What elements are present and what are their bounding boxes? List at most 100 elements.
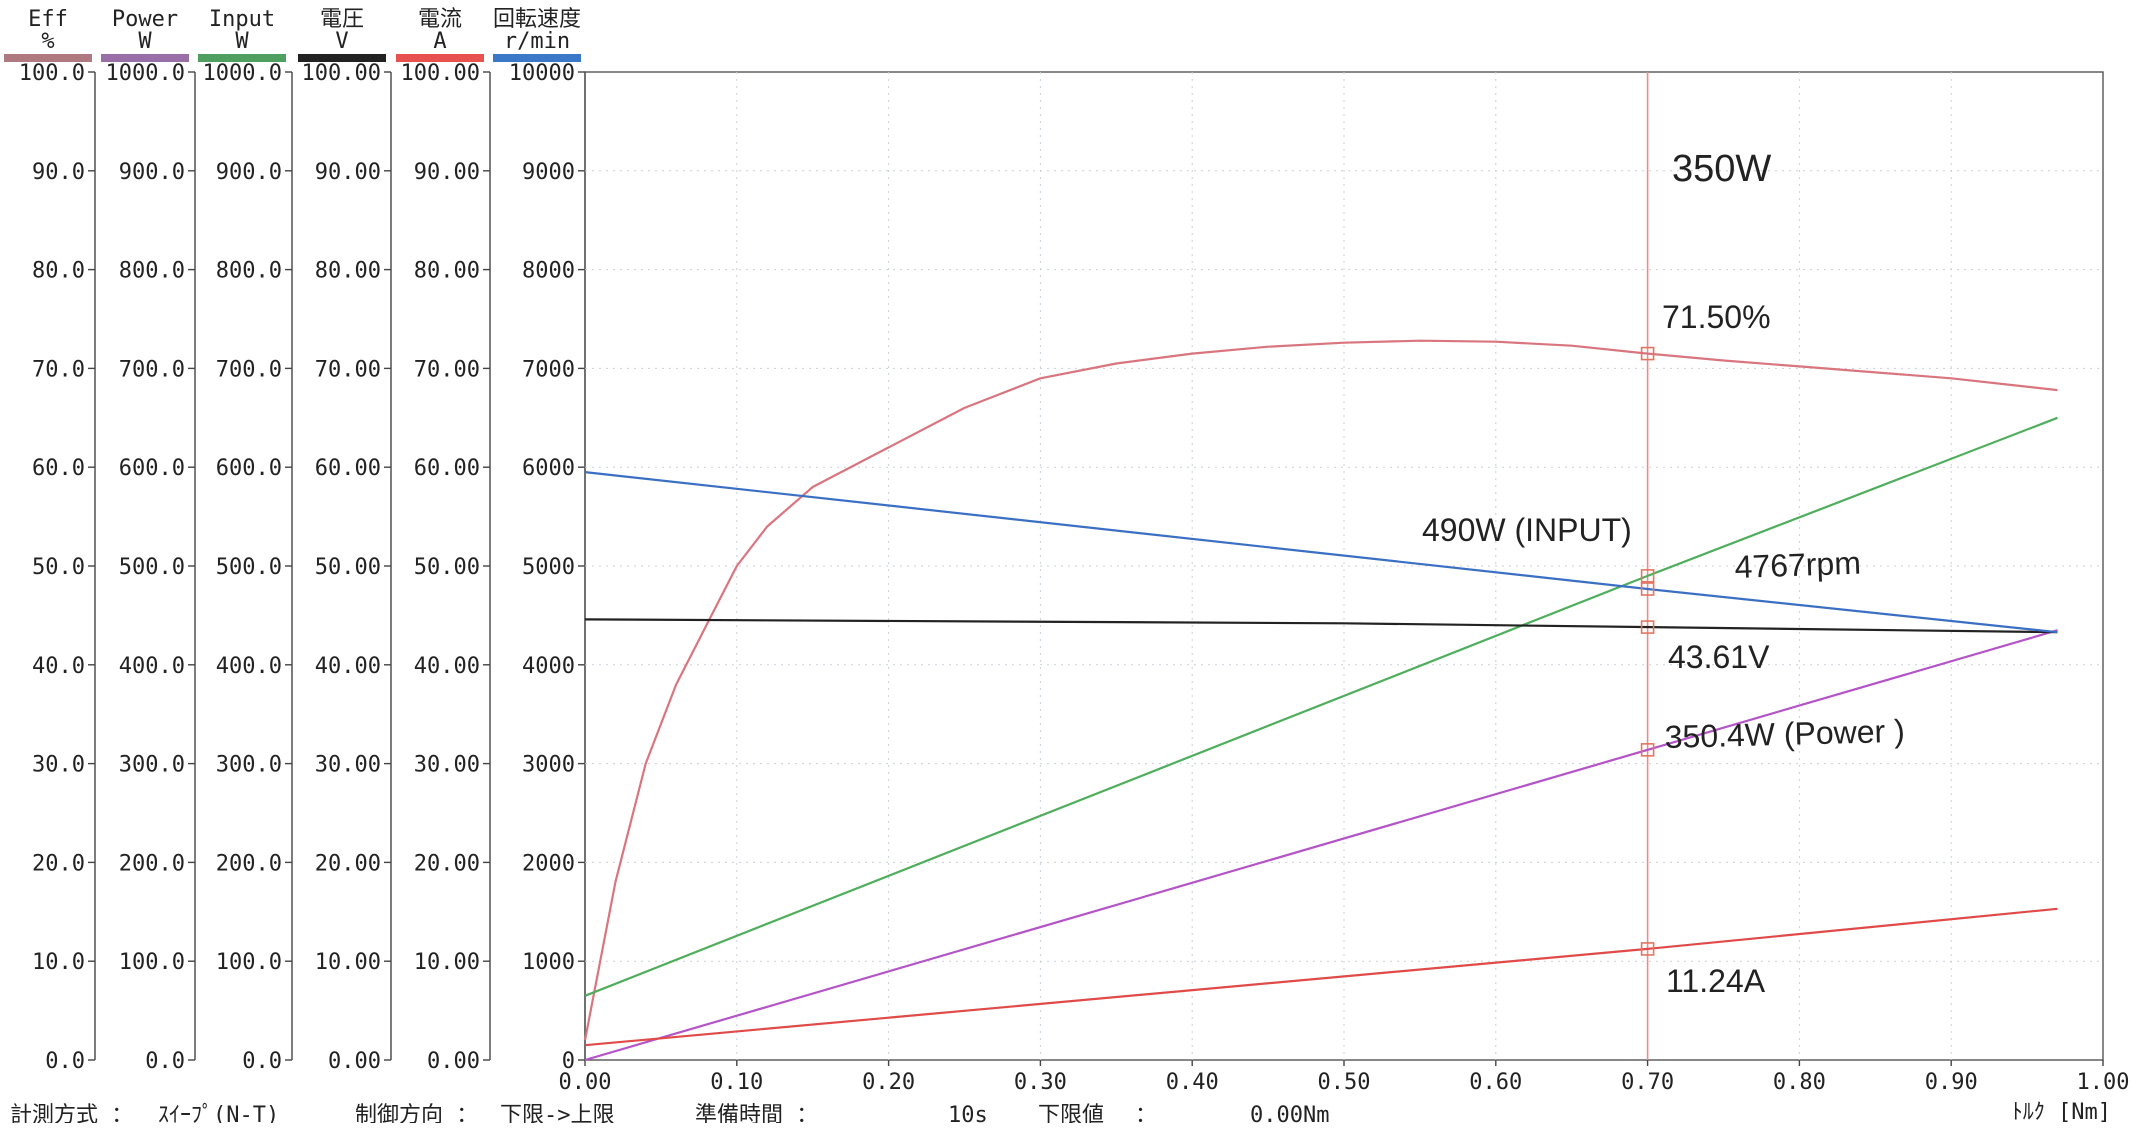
axis-title-2: Input <box>209 7 275 32</box>
axis-tick-label-2-7: 300.0 <box>216 753 282 778</box>
axis-tick-label-2-0: 1000.0 <box>203 61 282 86</box>
axis-tick-label-5-7: 3000 <box>522 753 575 778</box>
axis-title-1: Power <box>112 7 178 32</box>
x-tick-label-1: 0.10 <box>710 1070 763 1095</box>
x-tick-label-4: 0.40 <box>1166 1070 1219 1095</box>
axis-tick-label-2-3: 700.0 <box>216 357 282 382</box>
axis-tick-label-5-4: 6000 <box>522 456 575 481</box>
axis-tick-label-1-7: 300.0 <box>119 753 185 778</box>
axis-tick-label-3-2: 80.00 <box>315 259 381 284</box>
axis-tick-label-0-1: 90.0 <box>32 160 85 185</box>
x-tick-label-2: 0.20 <box>862 1070 915 1095</box>
axis-tick-label-0-7: 30.0 <box>32 753 85 778</box>
plot-area: 0.00 0.10 0.20 0.30 0.40 0.50 0.60 0.70 0.80 0.90… <box>559 71 2130 1125</box>
axis-color-bar-2 <box>198 54 286 62</box>
annotation-output-power: 350.4W (Power ) <box>1664 713 1905 755</box>
axis-tick-label-2-5: 500.0 <box>216 555 282 580</box>
axis-tick-label-4-3: 70.00 <box>414 357 480 382</box>
axis-tick-label-2-4: 600.0 <box>216 456 282 481</box>
annotation-efficiency: 71.50% <box>1662 299 1771 335</box>
axis-tick-label-3-0: 100.00 <box>302 61 381 86</box>
axis-tick-label-0-5: 50.0 <box>32 555 85 580</box>
axis-tick-label-1-6: 400.0 <box>119 654 185 679</box>
y-axes-group: Eff% 100.0 90.0 80.0 70.0 60.0 50.0 40.0 30.0 20.… <box>4 7 586 1074</box>
series-point-4 <box>1640 942 1655 956</box>
footer-method-label: 計測方式 ： <box>10 1103 133 1123</box>
series-point-5 <box>1640 582 1655 596</box>
axis-tick-label-2-9: 100.0 <box>216 950 282 975</box>
axis-tick-label-3-3: 70.00 <box>315 357 381 382</box>
axis-tick-label-5-2: 8000 <box>522 259 575 284</box>
annotation-current: 11.24A <box>1666 963 1766 999</box>
axis-tick-label-3-4: 60.00 <box>315 456 381 481</box>
series-point-2 <box>1640 569 1655 583</box>
axis-tick-label-0-8: 20.0 <box>32 851 85 876</box>
footer-lower-value: 0.00Nm <box>1250 1103 1329 1123</box>
axis-tick-label-0-10: 0.0 <box>45 1049 85 1074</box>
footer-prep-value: 10s <box>948 1103 988 1123</box>
series-line-0 <box>583 339 2058 1041</box>
axis-tick-label-1-4: 600.0 <box>119 456 185 481</box>
axis-tick-label-1-8: 200.0 <box>119 851 185 876</box>
axis-tick-label-5-8: 2000 <box>522 851 575 876</box>
axis-tick-label-0-2: 80.0 <box>32 259 85 284</box>
series-line-2 <box>584 416 2058 997</box>
axis-tick-label-5-6: 4000 <box>522 654 575 679</box>
x-tick-label-9: 0.90 <box>1925 1070 1978 1095</box>
axis-tick-label-0-9: 10.0 <box>32 950 85 975</box>
axis-tick-label-4-10: 0.00 <box>427 1049 480 1074</box>
axis-tick-label-3-5: 50.00 <box>315 555 381 580</box>
series-line-4 <box>584 907 2058 1047</box>
axis-tick-label-4-4: 60.00 <box>414 456 480 481</box>
x-tick-label-10: 1.00 <box>2077 1070 2130 1095</box>
axis-tick-label-4-2: 80.00 <box>414 259 480 284</box>
series-point-1 <box>1640 743 1655 757</box>
axis-unit-1: W <box>138 29 152 54</box>
axis-tick-label-4-0: 100.00 <box>401 61 480 86</box>
series-line-5 <box>584 471 2058 634</box>
axis-tick-label-2-10: 0.0 <box>242 1049 282 1074</box>
axis-title-5: 回転速度 <box>493 7 581 32</box>
axis-tick-label-1-0: 1000.0 <box>106 61 185 86</box>
axis-color-bar-1 <box>101 54 189 62</box>
footer-lower-label: 下限値 <box>1038 1103 1104 1123</box>
axis-tick-label-1-1: 900.0 <box>119 160 185 185</box>
axis-tick-label-1-2: 800.0 <box>119 259 185 284</box>
axis-title-4: 電流 <box>418 7 462 32</box>
footer-method-value: ｽｲｰﾌﾟ(N-T) <box>158 1103 279 1123</box>
axis-tick-label-2-1: 900.0 <box>216 160 282 185</box>
axis-tick-label-3-8: 20.00 <box>315 851 381 876</box>
measurement-conditions: 計測方式 ： ｽｲｰﾌﾟ(N-T) 制御方向 ： 下限->上限 準備時間 ： 1… <box>10 1103 1329 1128</box>
axis-tick-label-5-9: 1000 <box>522 950 575 975</box>
axis-unit-5: r/min <box>504 29 570 54</box>
x-tick-label-7: 0.70 <box>1621 1070 1674 1095</box>
series-point-3 <box>1640 620 1655 634</box>
footer-prep-label: 準備時間 ： <box>695 1103 818 1123</box>
axis-color-bar-4 <box>396 54 484 62</box>
axis-tick-label-1-3: 700.0 <box>119 357 185 382</box>
axis-title-3: 電圧 <box>320 7 364 32</box>
axis-tick-label-3-10: 0.00 <box>328 1049 381 1074</box>
axis-tick-label-5-5: 5000 <box>522 555 575 580</box>
axis-tick-label-4-5: 50.00 <box>414 555 480 580</box>
axis-tick-label-5-1: 9000 <box>522 160 575 185</box>
axis-tick-label-3-9: 10.00 <box>315 950 381 975</box>
axis-tick-label-3-1: 90.00 <box>315 160 381 185</box>
series-line-1 <box>584 629 2058 1062</box>
x-axis-label: ﾄﾙｸ [Nm] <box>2012 1100 2111 1123</box>
axis-tick-label-1-10: 0.0 <box>145 1049 185 1074</box>
footer-direction-value: 下限->上限 <box>500 1103 615 1123</box>
axis-tick-label-1-9: 100.0 <box>119 950 185 975</box>
axis-tick-label-2-8: 200.0 <box>216 851 282 876</box>
axis-tick-label-0-6: 40.0 <box>32 654 85 679</box>
axis-title-0: Eff <box>28 7 68 32</box>
axis-tick-label-4-8: 20.00 <box>414 851 480 876</box>
x-tick-label-6: 0.60 <box>1469 1070 1522 1095</box>
axis-tick-label-0-4: 60.0 <box>32 456 85 481</box>
axis-tick-label-2-2: 800.0 <box>216 259 282 284</box>
axis-tick-label-2-6: 400.0 <box>216 654 282 679</box>
series-point-0 <box>1640 346 1655 361</box>
footer-lower-colon: ： <box>1135 1103 1157 1123</box>
annotation-power-rating: 350W <box>1672 148 1771 190</box>
